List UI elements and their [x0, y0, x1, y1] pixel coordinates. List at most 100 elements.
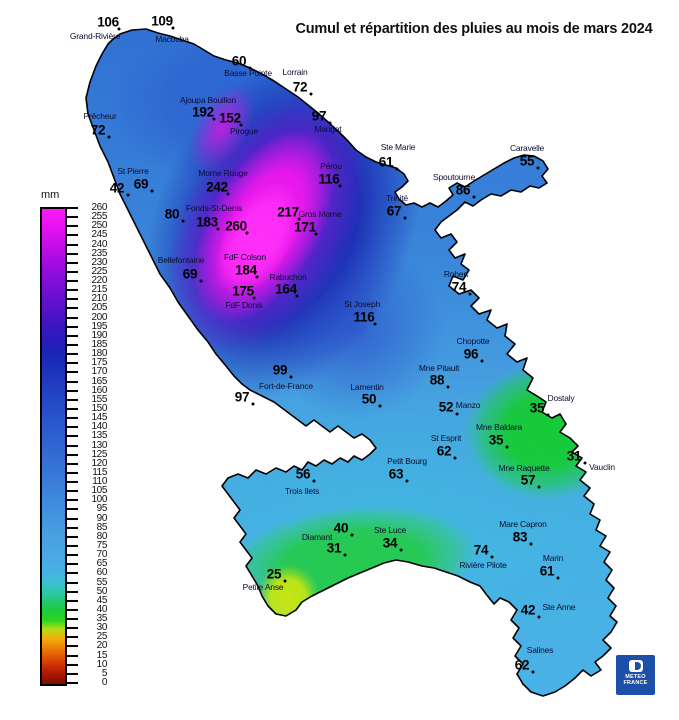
legend-tick-label: 80 — [96, 530, 108, 542]
station-rainfall-value: 175 — [232, 283, 254, 299]
station-marker-dot — [295, 294, 299, 298]
station-rainfall-value: 62 — [514, 657, 530, 673]
legend-tick-mark — [67, 435, 78, 438]
station-name: Mne Raquette — [498, 463, 550, 473]
legend-tick-label: 25 — [96, 631, 108, 643]
station-name: St Pierre — [117, 166, 149, 176]
station-name: Basse Pointe — [224, 68, 272, 78]
legend-tick-label: 225 — [91, 265, 108, 277]
station-rainfall-value: 60 — [231, 53, 247, 69]
legend-tick-label: 95 — [96, 503, 108, 515]
station-marker-dot — [181, 219, 185, 223]
legend-tick-mark — [67, 417, 78, 420]
station-rainfall-value: 184 — [235, 262, 257, 278]
legend-tick-mark — [67, 334, 78, 337]
legend-tick-label: 85 — [96, 521, 108, 533]
station-name: Rabuchon — [269, 272, 307, 282]
legend-tick-mark — [67, 590, 78, 593]
station-rainfall-value: 31 — [566, 448, 582, 464]
station-marker-dot — [490, 555, 494, 559]
legend-tick-mark — [67, 207, 78, 209]
legend-tick-mark — [67, 636, 78, 639]
legend-tick-label: 135 — [91, 430, 108, 442]
station-marker-dot — [343, 553, 347, 557]
legend-tick-mark — [67, 490, 78, 493]
legend-tick-mark — [67, 225, 78, 228]
station-name: Morne Rouge — [198, 168, 248, 178]
station-marker-dot — [150, 189, 154, 193]
legend-tick-mark — [67, 535, 78, 538]
legend-tick-mark — [67, 426, 78, 429]
station-marker-dot — [395, 167, 399, 171]
station-name: Trois Ilets — [284, 486, 320, 496]
legend-tick-label: 245 — [91, 229, 108, 241]
station-name: FdF Colson — [224, 252, 266, 262]
station-name: Fonds-St-Denis — [185, 203, 243, 213]
station-rainfall-value: 72 — [90, 122, 106, 138]
legend-tick-label: 175 — [91, 357, 108, 369]
station-marker-dot — [529, 542, 533, 546]
legend-tick-mark — [67, 380, 78, 383]
legend-tick-mark — [67, 654, 78, 657]
station-rainfall-value: 25 — [266, 566, 282, 582]
legend-tick-label: 160 — [91, 384, 108, 396]
station-name: Ste Anne — [542, 602, 576, 612]
station-marker-dot — [583, 461, 587, 465]
legend-tick-mark — [67, 608, 78, 611]
legend-tick-label: 205 — [91, 302, 108, 314]
legend-tick-mark — [67, 298, 78, 301]
legend-tick-mark — [67, 544, 78, 547]
station-name: Gros Morne — [298, 209, 342, 219]
legend-tick-label: 105 — [91, 485, 108, 497]
station-marker-dot — [212, 117, 216, 121]
station-name: Mne Baldara — [476, 422, 522, 432]
station-name: Chopotte — [456, 336, 490, 346]
station-rainfall-value: 34 — [382, 535, 398, 551]
station-marker-dot — [255, 275, 259, 279]
legend-tick-label: 165 — [91, 375, 108, 387]
station-rainfall-value: 260 — [225, 218, 247, 234]
station-rainfall-value: 55 — [519, 153, 535, 169]
legend-tick-label: 185 — [91, 339, 108, 351]
station-rainfall-value: 42 — [520, 602, 536, 618]
station-rainfall-value: 31 — [326, 540, 342, 556]
legend-tick-mark — [67, 289, 78, 292]
legend-tick-mark — [67, 261, 78, 264]
station-marker-dot — [378, 404, 382, 408]
legend-tick-mark — [67, 270, 78, 273]
station-rainfall-value: 57 — [520, 472, 536, 488]
legend-tick-label: 120 — [91, 457, 108, 469]
legend-tick-mark — [67, 344, 78, 347]
legend-tick-mark — [67, 517, 78, 520]
station-name: Ste Marie — [380, 142, 416, 152]
legend-tick-mark — [67, 682, 78, 684]
legend-tick-label: 10 — [96, 658, 108, 670]
station-rainfall-value: 242 — [206, 179, 228, 195]
station-marker-dot — [480, 359, 484, 363]
station-marker-dot — [251, 402, 255, 406]
station-rainfall-value: 192 — [192, 104, 214, 120]
station-marker-dot — [546, 413, 550, 417]
station-name: Mne Pitault — [418, 363, 460, 373]
station-name: Rivière Pilote — [459, 560, 507, 570]
station-rainfall-value: 80 — [164, 206, 180, 222]
station-marker-dot — [472, 195, 476, 199]
legend-tick-label: 140 — [91, 421, 108, 433]
legend-tick-mark — [67, 371, 78, 374]
legend-tick-mark — [67, 234, 78, 237]
station-rainfall-value: 106 — [97, 14, 119, 30]
station-marker-dot — [350, 533, 354, 537]
station-rainfall-value: 56 — [295, 466, 311, 482]
station-marker-dot — [252, 296, 256, 300]
legend-tick-mark — [67, 353, 78, 356]
station-name: St Joseph — [343, 299, 381, 309]
station-rainfall-value: 35 — [529, 400, 545, 416]
station-rainfall-value: 164 — [275, 281, 297, 297]
legend-tick-label: 235 — [91, 247, 108, 259]
legend-tick-label: 170 — [91, 366, 108, 378]
station-name: Spoutourne — [433, 172, 475, 182]
station-marker-dot — [403, 216, 407, 220]
station-name: Grand-Rivière — [69, 31, 121, 41]
